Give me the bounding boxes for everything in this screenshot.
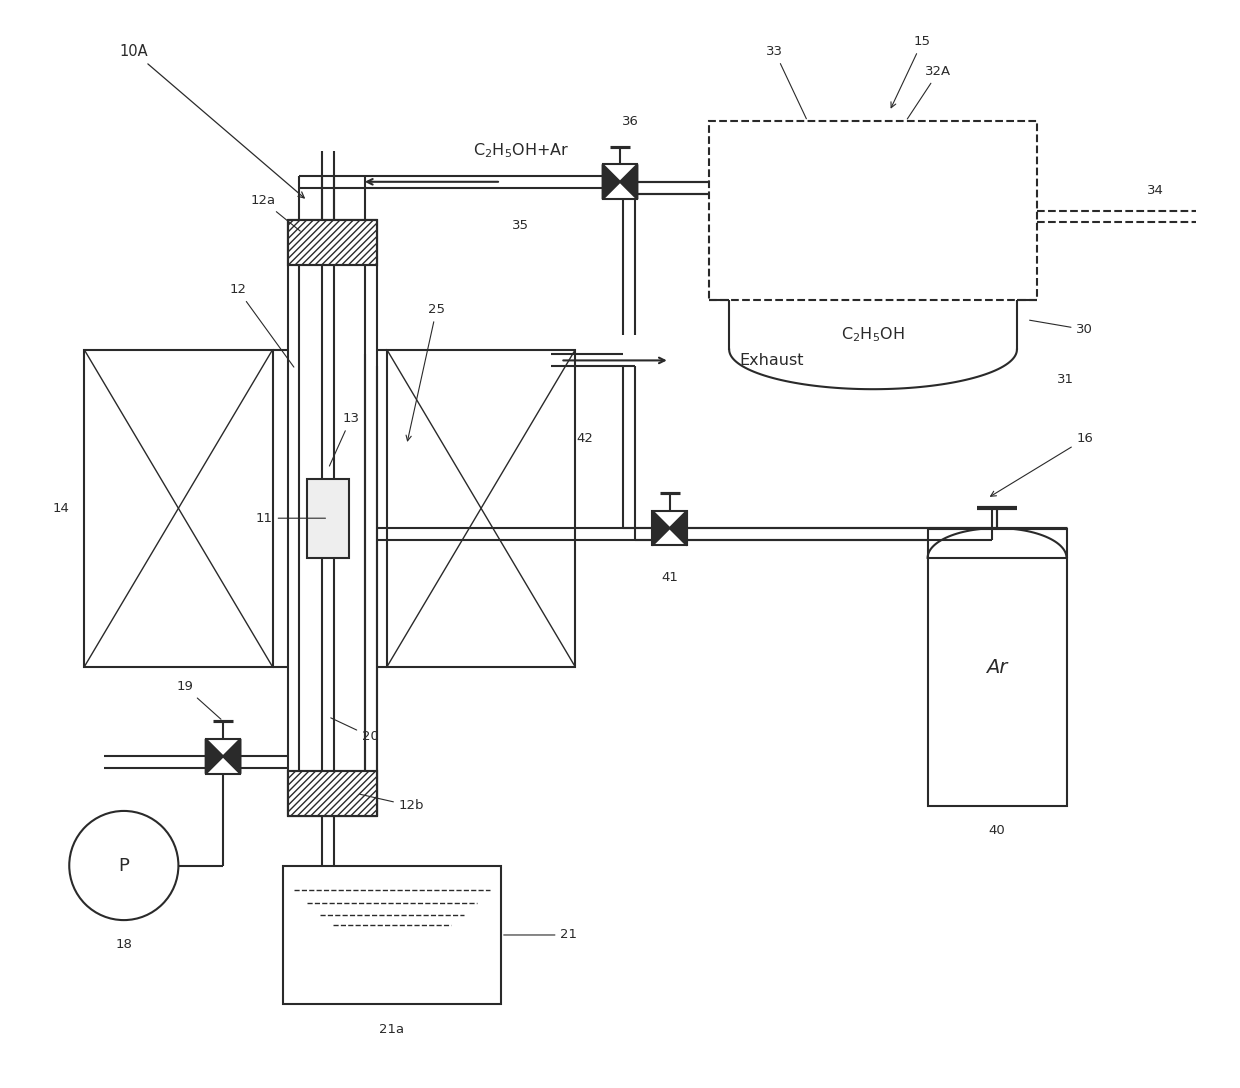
Bar (928, 558, 1066, 806)
Text: 14: 14 (52, 502, 69, 515)
Text: C$_2$H$_5$OH+Ar: C$_2$H$_5$OH+Ar (472, 141, 569, 160)
Polygon shape (603, 164, 620, 199)
Text: 21: 21 (503, 928, 578, 941)
Bar (288, 771, 377, 816)
Text: 33: 33 (766, 46, 806, 119)
Bar (709, 121, 1037, 300)
Text: 42: 42 (577, 432, 593, 445)
Text: 21a: 21a (379, 1023, 404, 1036)
Polygon shape (652, 510, 670, 545)
Polygon shape (206, 739, 223, 774)
Bar (288, 221, 377, 265)
Text: 32A: 32A (908, 65, 951, 119)
Text: 12a: 12a (250, 194, 300, 231)
Text: 30: 30 (1029, 320, 1094, 336)
Polygon shape (670, 510, 687, 545)
Text: C$_2$H$_5$OH: C$_2$H$_5$OH (841, 325, 905, 344)
Bar (652, 510, 687, 545)
Text: 12b: 12b (360, 794, 424, 813)
Text: 20: 20 (331, 718, 379, 743)
Bar (308, 479, 350, 558)
Bar (387, 349, 575, 667)
Text: 35: 35 (512, 219, 529, 232)
Circle shape (69, 811, 179, 920)
Text: 11: 11 (255, 511, 325, 524)
Text: 19: 19 (176, 680, 221, 719)
Bar (206, 739, 241, 774)
Text: 31: 31 (1056, 373, 1074, 386)
Polygon shape (223, 739, 241, 774)
Text: 25: 25 (405, 304, 445, 441)
Bar (288, 221, 377, 265)
Text: 40: 40 (988, 825, 1006, 838)
Text: 15: 15 (892, 36, 931, 108)
Text: 10A: 10A (119, 45, 304, 198)
Text: 18: 18 (115, 939, 133, 951)
Text: 36: 36 (621, 114, 639, 127)
Bar (603, 164, 637, 199)
Text: 41: 41 (661, 571, 678, 584)
Text: Ar: Ar (986, 657, 1008, 677)
Polygon shape (620, 164, 637, 199)
Bar (283, 866, 501, 1004)
Text: 13: 13 (330, 412, 360, 466)
Bar (288, 771, 377, 816)
Bar (84, 349, 273, 667)
Text: 12: 12 (229, 284, 294, 367)
Text: 34: 34 (1147, 184, 1164, 197)
Text: 16: 16 (991, 432, 1094, 496)
Text: P: P (118, 856, 129, 875)
Text: Exhaust: Exhaust (739, 353, 804, 368)
